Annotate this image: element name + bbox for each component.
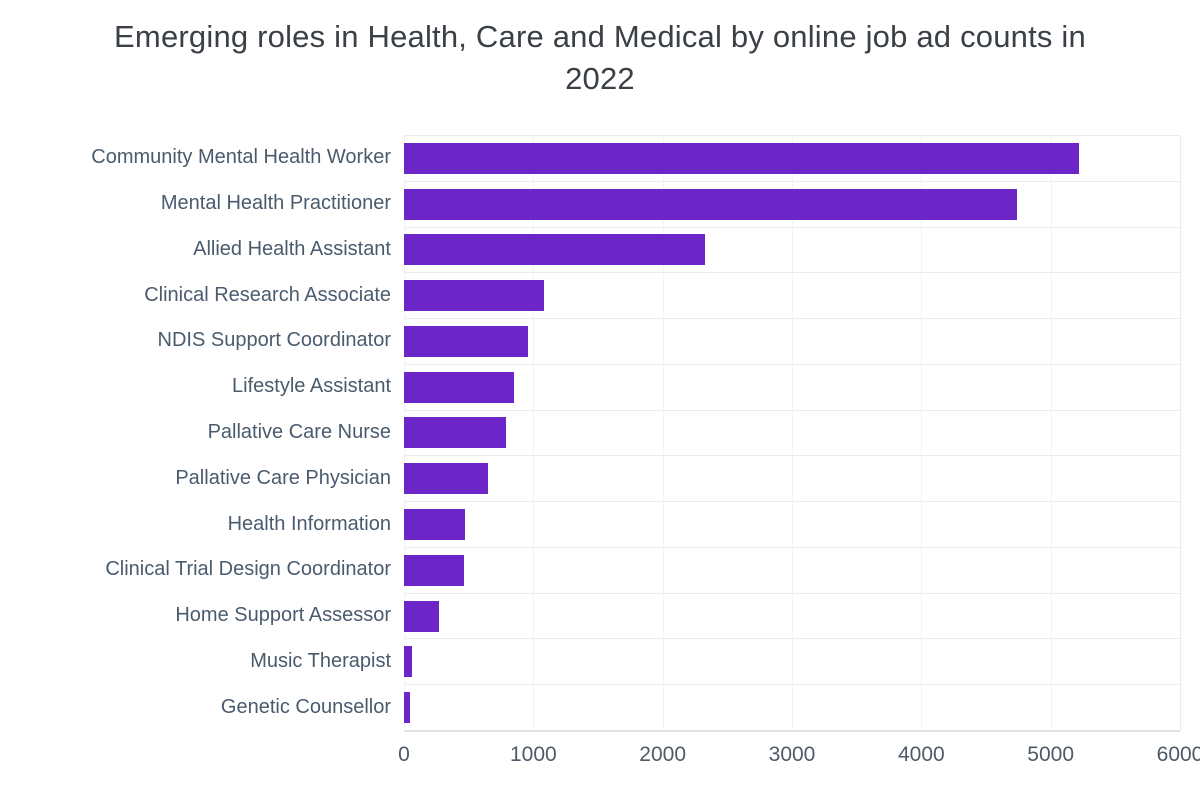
- bar: [404, 646, 413, 678]
- category-label: NDIS Support Coordinator: [157, 329, 391, 352]
- bar-rows: Community Mental Health Worker Mental He…: [0, 135, 1180, 730]
- category-label: Pallative Care Nurse: [207, 420, 391, 443]
- x-tick-label: 0: [398, 743, 410, 766]
- bar-row: Pallative Care Physician: [0, 455, 1180, 501]
- x-tick-label: 3000: [768, 743, 816, 766]
- gridline: [792, 135, 793, 730]
- bar-track: [404, 318, 1180, 364]
- bar-track: [404, 272, 1180, 318]
- bar-track: [404, 180, 1180, 227]
- bar-track: [404, 501, 1180, 547]
- category-label: Community Mental Health Worker: [91, 146, 391, 169]
- gridline: [662, 135, 664, 730]
- bar: [404, 325, 529, 357]
- bar-track: [404, 684, 1180, 730]
- bar-row: Pallative Care Nurse: [0, 409, 1180, 456]
- bar: [404, 142, 1080, 174]
- category-label: Allied Health Assistant: [193, 237, 391, 260]
- gridline: [1050, 135, 1052, 730]
- bar: [404, 371, 514, 403]
- bar-track: [404, 546, 1180, 593]
- bar-track: [404, 455, 1180, 501]
- gridline: [921, 135, 923, 730]
- bar-chart: Community Mental Health Worker Mental He…: [0, 135, 1200, 795]
- category-label: Clinical Trial Design Coordinator: [105, 558, 391, 581]
- bar-row: Lifestyle Assistant: [0, 363, 1180, 410]
- bar-track: [404, 409, 1180, 456]
- bar: [404, 600, 439, 632]
- bar: [404, 417, 507, 449]
- category-label: Pallative Care Physician: [175, 466, 391, 489]
- bar-track: [404, 226, 1180, 273]
- x-tick-label: 5000: [1027, 743, 1075, 766]
- category-label: Clinical Research Associate: [144, 283, 391, 306]
- bar: [404, 234, 706, 266]
- bar-row: Clinical Research Associate: [0, 272, 1180, 318]
- bar-row: Music Therapist: [0, 638, 1180, 684]
- bar-track: [404, 135, 1180, 181]
- x-axis-tick-labels: 0 1000 2000 3000 4000 5000 6000: [0, 743, 1200, 773]
- bar-track: [404, 592, 1180, 639]
- bar: [404, 280, 544, 312]
- bar-row: Home Support Assessor: [0, 592, 1180, 639]
- bar: [404, 509, 465, 540]
- category-label: Genetic Counsellor: [220, 695, 391, 718]
- gridline: [1180, 135, 1181, 730]
- bar: [404, 692, 411, 724]
- bar-row: Health Information: [0, 501, 1180, 547]
- bar: [404, 554, 465, 586]
- bar-row: Allied Health Assistant: [0, 226, 1180, 273]
- bar-row: NDIS Support Coordinator: [0, 318, 1180, 364]
- category-label: Home Support Assessor: [175, 604, 391, 627]
- bar: [404, 188, 1018, 220]
- x-tick-label: 6000: [1156, 743, 1200, 766]
- bar-row: Community Mental Health Worker: [0, 135, 1180, 181]
- bar: [404, 463, 489, 495]
- bar-row: Mental Health Practitioner: [0, 180, 1180, 227]
- x-tick-label: 4000: [897, 743, 945, 766]
- category-label: Lifestyle Assistant: [232, 375, 391, 398]
- chart-title: Emerging roles in Health, Care and Medic…: [114, 19, 1086, 96]
- category-label: Mental Health Practitioner: [160, 192, 391, 215]
- x-tick-label: 2000: [639, 743, 687, 766]
- x-tick-label: 1000: [509, 743, 557, 766]
- bar-track: [404, 638, 1180, 684]
- category-label: Music Therapist: [250, 649, 391, 672]
- bar-track: [404, 363, 1180, 410]
- bar-row: Genetic Counsellor: [0, 684, 1180, 730]
- gridline: [533, 135, 535, 730]
- bar-row: Clinical Trial Design Coordinator: [0, 546, 1180, 593]
- category-label: Health Information: [227, 512, 391, 535]
- x-axis-line: [404, 730, 1180, 732]
